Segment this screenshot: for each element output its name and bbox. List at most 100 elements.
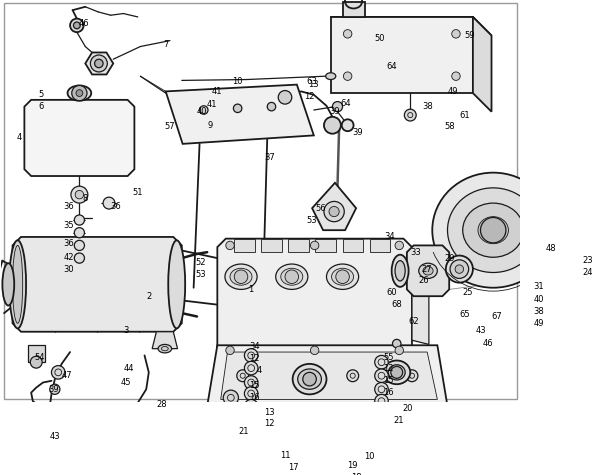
Text: 49: 49 <box>448 87 458 96</box>
Bar <box>343 238 363 252</box>
Circle shape <box>343 29 352 38</box>
Polygon shape <box>407 246 449 296</box>
Circle shape <box>30 356 42 368</box>
Text: 24: 24 <box>583 268 593 277</box>
Circle shape <box>90 55 107 72</box>
Ellipse shape <box>388 365 405 380</box>
Circle shape <box>235 270 248 284</box>
Polygon shape <box>12 237 182 332</box>
Text: 38: 38 <box>422 102 433 111</box>
Ellipse shape <box>395 261 405 281</box>
Text: 49: 49 <box>534 319 544 328</box>
Circle shape <box>595 273 608 286</box>
Circle shape <box>244 361 258 375</box>
Circle shape <box>452 29 460 38</box>
Text: 48: 48 <box>545 244 556 253</box>
Circle shape <box>405 109 416 121</box>
Circle shape <box>74 22 80 29</box>
Circle shape <box>244 376 258 390</box>
Text: 39: 39 <box>352 127 363 136</box>
Circle shape <box>74 215 85 225</box>
Ellipse shape <box>276 264 308 289</box>
Text: 35: 35 <box>63 220 74 229</box>
Text: 41: 41 <box>207 100 217 109</box>
Circle shape <box>244 349 258 362</box>
Text: 64: 64 <box>386 61 397 70</box>
Bar <box>262 238 282 252</box>
Ellipse shape <box>432 172 554 288</box>
Text: 12: 12 <box>305 92 315 101</box>
Circle shape <box>70 19 84 32</box>
Circle shape <box>311 346 319 354</box>
Circle shape <box>223 390 238 405</box>
Ellipse shape <box>383 361 410 384</box>
Circle shape <box>391 366 403 378</box>
Ellipse shape <box>553 226 614 333</box>
Bar <box>289 238 309 252</box>
Polygon shape <box>312 183 356 230</box>
Ellipse shape <box>455 265 464 273</box>
Circle shape <box>50 384 60 394</box>
Text: 10: 10 <box>364 453 375 462</box>
Text: 3: 3 <box>123 325 128 334</box>
Circle shape <box>375 355 388 369</box>
Text: 15: 15 <box>249 381 260 390</box>
Circle shape <box>332 102 343 112</box>
Circle shape <box>103 197 115 209</box>
Polygon shape <box>25 100 134 176</box>
Circle shape <box>452 72 460 80</box>
Text: 67: 67 <box>491 312 502 321</box>
Bar <box>370 238 390 252</box>
Text: 17: 17 <box>288 463 299 472</box>
Text: 4: 4 <box>256 366 262 375</box>
Ellipse shape <box>567 242 614 316</box>
Ellipse shape <box>446 256 473 283</box>
Polygon shape <box>217 238 412 357</box>
Bar <box>235 238 255 252</box>
Ellipse shape <box>68 86 91 101</box>
Text: 45: 45 <box>121 378 131 387</box>
Text: 52: 52 <box>195 258 206 267</box>
Circle shape <box>244 387 258 400</box>
Text: 16: 16 <box>249 393 260 402</box>
Text: 57: 57 <box>165 123 175 132</box>
Text: 16: 16 <box>383 388 394 397</box>
Polygon shape <box>152 332 177 349</box>
Text: 21: 21 <box>238 427 249 436</box>
Text: 62: 62 <box>408 317 419 326</box>
Ellipse shape <box>158 344 172 353</box>
Text: 37: 37 <box>265 153 275 162</box>
Circle shape <box>375 382 388 396</box>
Circle shape <box>71 186 88 203</box>
Text: 12: 12 <box>383 364 394 373</box>
Ellipse shape <box>478 217 508 244</box>
Text: 13: 13 <box>265 408 275 417</box>
Text: 7: 7 <box>163 39 168 48</box>
Text: 15: 15 <box>383 376 394 385</box>
Circle shape <box>347 370 359 381</box>
Text: 59: 59 <box>464 31 475 40</box>
Text: 12: 12 <box>249 354 260 363</box>
Polygon shape <box>166 85 314 144</box>
Ellipse shape <box>12 246 23 323</box>
Polygon shape <box>220 352 437 399</box>
Circle shape <box>237 370 249 381</box>
Text: 29: 29 <box>444 255 454 264</box>
Polygon shape <box>331 17 473 93</box>
Text: 27: 27 <box>422 265 432 274</box>
Polygon shape <box>331 17 492 36</box>
Polygon shape <box>412 251 429 344</box>
Circle shape <box>141 459 151 469</box>
Ellipse shape <box>450 260 468 278</box>
Text: 1: 1 <box>249 285 254 294</box>
Text: 60: 60 <box>386 288 397 297</box>
Polygon shape <box>85 52 113 75</box>
Ellipse shape <box>2 263 14 305</box>
Text: 8: 8 <box>83 193 88 202</box>
Text: 11: 11 <box>280 451 290 460</box>
Text: 38: 38 <box>534 307 544 316</box>
Text: 39: 39 <box>48 385 58 394</box>
Circle shape <box>267 103 276 111</box>
Circle shape <box>244 399 258 413</box>
Text: 9: 9 <box>208 121 213 130</box>
